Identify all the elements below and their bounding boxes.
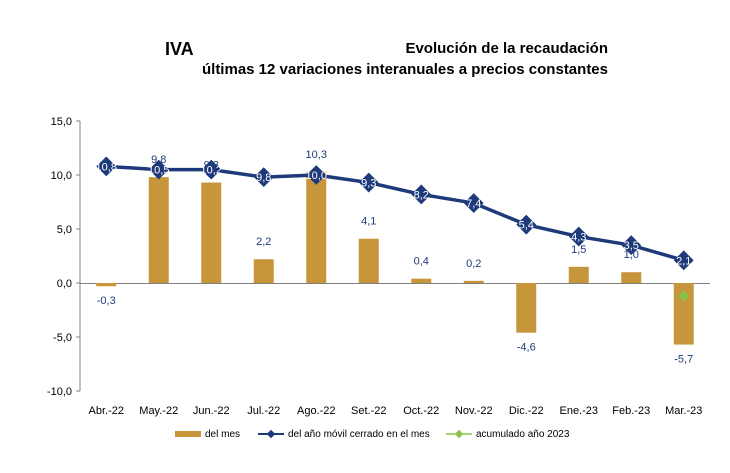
bars (96, 171, 694, 345)
x-tick-label: Jun.-22 (193, 405, 230, 417)
line-data-label: 10,8 (96, 161, 117, 173)
legend-label-bar: del mes (205, 429, 240, 440)
bar-Oct.-22 (411, 278, 432, 283)
x-tick-label: May.-22 (139, 405, 178, 417)
line-data-label: 5,4 (519, 220, 534, 232)
legend-label-line: del año móvil cerrado en el mes (288, 429, 430, 440)
x-tick-label: Nov.-22 (455, 405, 493, 417)
line-point (306, 165, 327, 185)
chart-label-iva: IVA (165, 39, 194, 59)
x-tick-label: Set.-22 (351, 405, 386, 417)
line-point (411, 184, 432, 205)
y-tick-label: 5,0 (57, 224, 72, 236)
x-tick-label: Ago.-22 (297, 405, 336, 417)
y-tick-label: -10,0 (47, 386, 72, 398)
line-point (148, 159, 169, 180)
accum-series (678, 290, 690, 302)
x-tick-label: Mar.-23 (665, 405, 702, 417)
line-data-label: 10,5 (148, 165, 169, 177)
bar-Mar.-23 (673, 283, 694, 345)
bar-data-label: 1,0 (624, 249, 639, 261)
line-data-label: 9,8 (256, 172, 271, 184)
line-data-label: 3,5 (624, 240, 639, 252)
x-tick-label: Ene.-23 (559, 405, 598, 417)
x-tick-label: Feb.-23 (612, 405, 650, 417)
bar-Set.-22 (358, 238, 379, 283)
bar-May.-22 (148, 177, 169, 283)
accum-point (678, 290, 690, 302)
line-data-label: 8,2 (414, 189, 429, 201)
y-tick-label: 10,0 (51, 170, 72, 182)
bar-Jul.-22 (253, 259, 274, 283)
x-tick-label: Dic.-22 (509, 405, 544, 417)
x-tick-label: Jul.-22 (247, 405, 280, 417)
x-tick-labels: Abr.-22 May.-22 Jun.-22 Jul.-22 Ago.-22 Set.-… (89, 405, 703, 417)
y-tick-label: 15,0 (51, 116, 72, 128)
bar-Abr.-22 (96, 283, 117, 287)
bar-Jun.-22 (201, 182, 222, 283)
y-tick-label: -5,0 (53, 332, 72, 344)
bar-Nov.-22 (463, 280, 484, 283)
legend-marker-line (266, 429, 276, 439)
legend-marker-accum (454, 429, 464, 439)
bar-data-label: -5,7 (674, 354, 693, 366)
line-series: 10,8 10,5 10,2 9,8 10,0 9,3 8,2 7,4 5,4 4,3 3,5 2,1 (96, 156, 694, 271)
x-tick-label: Abr.-22 (89, 405, 124, 417)
bar-data-label: 1,5 (571, 244, 586, 256)
bar-data-label: 2,2 (256, 236, 271, 248)
line-point (358, 172, 379, 193)
legend-label-accum: acumulado año 2023 (476, 429, 570, 440)
bar-data-label: 4,1 (361, 216, 376, 228)
line-data-label: 2,1 (676, 255, 691, 267)
line-point (253, 167, 274, 188)
legend-swatch-bar (175, 431, 201, 437)
line-data-label: 4,3 (571, 232, 586, 244)
x-tick-label: Oct.-22 (403, 405, 439, 417)
line-point (201, 159, 222, 180)
line-data-label: 10,0 (306, 170, 327, 182)
bar-Dic.-22 (516, 283, 537, 333)
bar-data-label: -0,3 (97, 295, 116, 307)
line-data-label: 10,2 (201, 165, 222, 177)
chart-subtitle: últimas 12 variaciones interanuales a pr… (202, 61, 608, 78)
bar-data-label: -4,6 (517, 342, 536, 354)
bar-Ago.-22 (306, 171, 327, 283)
y-tick-label: 0,0 (57, 278, 72, 290)
line-path (106, 164, 685, 263)
line-data-label: 7,4 (466, 198, 481, 210)
legend: del mes del año móvil cerrado en el mes … (175, 429, 570, 440)
y-ticks: 15,0 10,0 5,0 0,0 -5,0 -10,0 (47, 116, 80, 398)
bar-data-label: 0,4 (414, 256, 429, 268)
bar-Ene.-23 (568, 266, 589, 283)
line-data-label: 9,3 (361, 178, 376, 190)
chart-title: Evolución de la recaudación (405, 40, 608, 57)
bar-data-label: 10,3 (306, 149, 327, 161)
bar-data-label: 0,2 (466, 258, 481, 270)
line-point (463, 193, 484, 213)
bar-Feb.-23 (621, 272, 642, 283)
line-point (96, 156, 117, 177)
bar-data-labels: -0,3 9,8 9,3 2,2 10,3 4,1 0,4 0,2 -4,6 1,5 1,0 -5,7 (97, 149, 693, 366)
